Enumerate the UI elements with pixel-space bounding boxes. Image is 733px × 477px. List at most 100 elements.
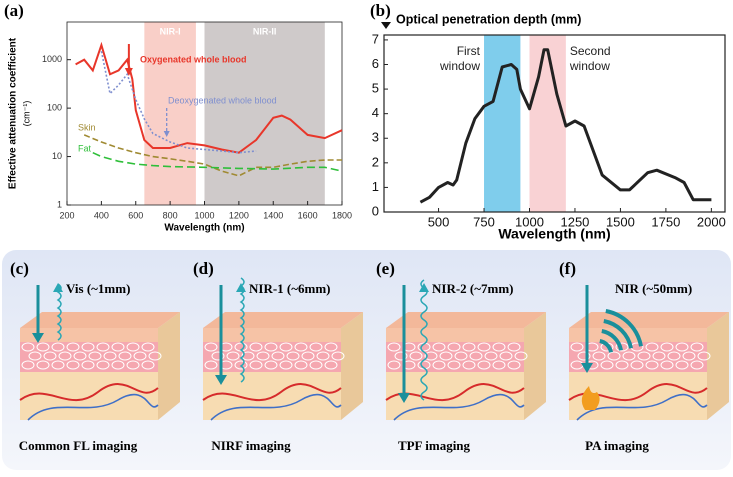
cell bbox=[514, 351, 528, 361]
cell bbox=[28, 351, 42, 361]
cell bbox=[417, 360, 431, 370]
y-tick-label: 0 bbox=[372, 203, 379, 218]
cell bbox=[141, 360, 155, 370]
x-axis-label: Wavelength (nm) bbox=[498, 226, 610, 242]
cell bbox=[21, 342, 35, 352]
emission-head bbox=[419, 283, 429, 292]
cell bbox=[234, 360, 248, 370]
vessel bbox=[210, 393, 342, 421]
skin-illustration bbox=[385, 279, 546, 421]
cell bbox=[492, 342, 506, 352]
wavelength-caption: Vis (~1mm) bbox=[66, 281, 130, 296]
vessel bbox=[576, 393, 708, 421]
title-marker bbox=[381, 22, 391, 29]
cell bbox=[630, 360, 644, 370]
y-tick-label: 7 bbox=[372, 31, 379, 46]
series-line bbox=[419, 48, 712, 204]
cell bbox=[249, 342, 263, 352]
cell bbox=[615, 360, 629, 370]
cell bbox=[111, 342, 125, 352]
imaging-title: NIRF imaging bbox=[211, 438, 291, 453]
cell bbox=[607, 351, 621, 361]
y-tick-label: 1 bbox=[57, 199, 62, 209]
panel-label: (f) bbox=[559, 259, 576, 278]
x-tick-label: 600 bbox=[128, 210, 143, 220]
block-top bbox=[203, 312, 363, 328]
cell bbox=[570, 342, 584, 352]
panel-label: (d) bbox=[193, 259, 214, 278]
acoustic-wave bbox=[601, 329, 623, 351]
cell bbox=[507, 360, 521, 370]
cell bbox=[324, 360, 338, 370]
vessel bbox=[393, 393, 525, 421]
cell bbox=[96, 360, 110, 370]
panel-label: (b) bbox=[370, 1, 391, 20]
cell bbox=[58, 351, 72, 361]
band-label: NIR-I bbox=[160, 26, 181, 36]
cell bbox=[126, 342, 140, 352]
cell bbox=[447, 360, 461, 370]
emission-wave bbox=[56, 283, 62, 341]
cell bbox=[264, 360, 278, 370]
block-side bbox=[524, 312, 546, 420]
y-tick-label: 1 bbox=[372, 179, 379, 194]
cell bbox=[697, 351, 711, 361]
fat-layer bbox=[203, 372, 341, 420]
cell bbox=[637, 351, 651, 361]
cell bbox=[126, 360, 140, 370]
emission-head bbox=[53, 283, 63, 292]
cell bbox=[241, 351, 255, 361]
y-tick-label: 2 bbox=[372, 154, 379, 169]
series-line bbox=[92, 151, 343, 172]
cell bbox=[148, 351, 162, 361]
y-tick-label: 4 bbox=[372, 105, 379, 120]
series-line bbox=[83, 134, 342, 177]
x-tick-label: 400 bbox=[94, 210, 109, 220]
block-top bbox=[569, 312, 729, 328]
cell bbox=[409, 351, 423, 361]
cell bbox=[454, 351, 468, 361]
y-tick-label: 6 bbox=[372, 56, 379, 71]
cell bbox=[256, 351, 270, 361]
band bbox=[204, 22, 325, 205]
light-arrow-head bbox=[215, 375, 227, 385]
cell bbox=[88, 351, 102, 361]
vessel bbox=[385, 383, 525, 402]
x-tick-label: 1250 bbox=[560, 214, 589, 229]
block-side bbox=[707, 312, 729, 420]
x-tick-label: 2000 bbox=[697, 214, 726, 229]
cell bbox=[211, 351, 225, 361]
cell bbox=[615, 342, 629, 352]
imaging-title: TPF imaging bbox=[398, 438, 471, 453]
cell bbox=[133, 351, 147, 361]
block-side bbox=[341, 312, 363, 420]
x-tick-label: 1000 bbox=[194, 210, 214, 220]
cell bbox=[43, 351, 57, 361]
block-side bbox=[158, 312, 180, 420]
cell bbox=[36, 360, 50, 370]
y-axis-label: Effective attenuation coefficient bbox=[8, 37, 19, 189]
fat-layer bbox=[386, 372, 524, 420]
cell bbox=[424, 351, 438, 361]
block-top bbox=[20, 312, 180, 328]
x-tick-label: 500 bbox=[428, 214, 450, 229]
cell bbox=[652, 351, 666, 361]
cell bbox=[96, 342, 110, 352]
block-top bbox=[386, 312, 546, 328]
x-tick-label: 1500 bbox=[606, 214, 635, 229]
x-tick-label: 750 bbox=[473, 214, 495, 229]
acoustic-wave bbox=[599, 339, 613, 353]
acoustic-wave bbox=[605, 309, 643, 347]
cell bbox=[21, 360, 35, 370]
cell bbox=[690, 360, 704, 370]
cell bbox=[226, 351, 240, 361]
x-tick-label: 1000 bbox=[515, 214, 544, 229]
panel-background bbox=[2, 250, 731, 470]
x-tick-label: 1800 bbox=[332, 210, 352, 220]
cell bbox=[294, 342, 308, 352]
cell bbox=[499, 351, 513, 361]
cell bbox=[141, 342, 155, 352]
cell bbox=[81, 342, 95, 352]
series-label: Oxygenated whole blood bbox=[140, 54, 247, 64]
